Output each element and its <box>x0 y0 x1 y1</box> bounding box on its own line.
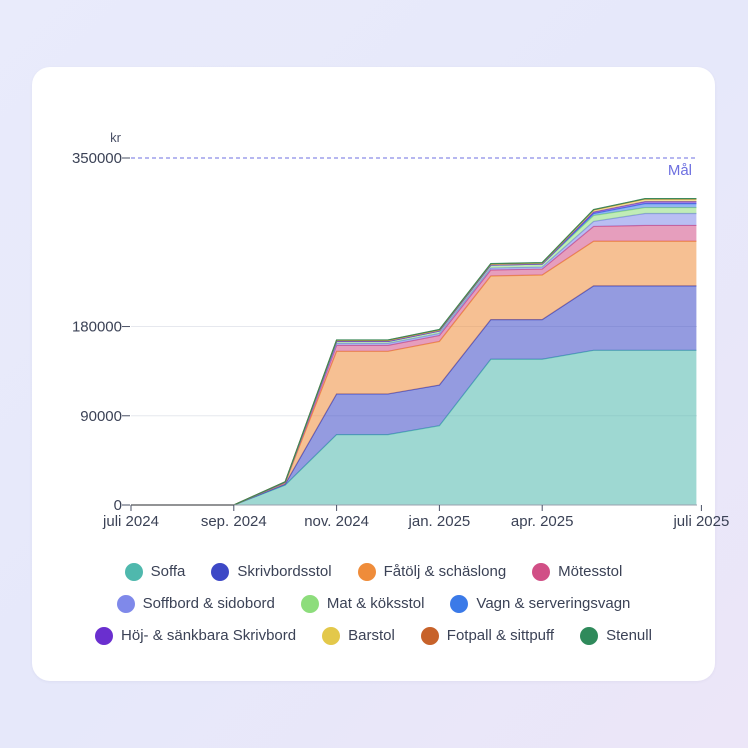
y-tick-label: 90000 <box>80 408 122 425</box>
legend-swatch <box>322 626 341 645</box>
chart-legend: Soffa Skrivbordsstol Fåtölj & schäslong Möt… <box>32 560 715 647</box>
legend-item[interactable]: Höj- & sänkbara Skrivbord <box>95 626 297 645</box>
y-tick-label: 0 <box>114 497 122 514</box>
legend-label: Fotpall & sittpuff <box>446 627 555 644</box>
legend-label: Barstol <box>348 627 395 644</box>
legend-row: Soffbord & sidobord Mat & köksstol Vagn & … <box>116 592 631 615</box>
area-skrivbordsstol[interactable] <box>131 285 697 505</box>
legend-swatch <box>450 594 469 613</box>
legend-item[interactable]: Mat & köksstol <box>300 594 425 613</box>
legend-item[interactable]: Barstol <box>322 626 395 645</box>
legend-item[interactable]: Skrivbordsstol <box>211 562 332 581</box>
legend-label: Vagn & serveringsvagn <box>476 595 631 612</box>
legend-label: Mat & köksstol <box>326 595 425 612</box>
legend-label: Fåtölj & schäslong <box>383 563 507 580</box>
legend-row: Höj- & sänkbara Skrivbord Barstol Fotpall … <box>95 624 652 647</box>
legend-swatch <box>95 626 114 645</box>
legend-swatch <box>532 562 551 581</box>
legend-item[interactable]: Mötesstol <box>532 562 623 581</box>
x-tick-label: juli 2024 <box>102 513 159 530</box>
legend-item[interactable]: Fåtölj & schäslong <box>357 562 507 581</box>
legend-item[interactable]: Soffbord & sidobord <box>116 594 275 613</box>
area-fåtölj-schäslong[interactable] <box>131 241 697 505</box>
legend-swatch <box>300 594 319 613</box>
legend-label: Soffa <box>150 563 186 580</box>
legend-swatch <box>420 626 439 645</box>
legend-swatch <box>211 562 230 581</box>
legend-swatch <box>124 562 143 581</box>
goal-label: Mål <box>668 162 692 179</box>
x-tick-label: juli 2025 <box>672 513 729 530</box>
legend-label: Mötesstol <box>558 563 623 580</box>
legend-swatch <box>357 562 376 581</box>
y-axis-unit: kr <box>110 130 122 145</box>
x-tick-label: jan. 2025 <box>408 513 471 530</box>
legend-item[interactable]: Soffa <box>124 562 186 581</box>
area-soffa[interactable] <box>131 350 697 505</box>
legend-row: Soffa Skrivbordsstol Fåtölj & schäslong Möt… <box>124 560 623 583</box>
legend-label: Höj- & sänkbara Skrivbord <box>121 627 297 644</box>
legend-swatch <box>116 594 135 613</box>
x-tick-label: nov. 2024 <box>304 513 369 530</box>
x-tick-label: apr. 2025 <box>511 513 574 530</box>
legend-item[interactable]: Stenull <box>580 626 652 645</box>
y-tick-label: 350000 <box>72 150 122 167</box>
legend-label: Soffbord & sidobord <box>142 595 275 612</box>
legend-item[interactable]: Fotpall & sittpuff <box>420 626 555 645</box>
y-tick-label: 180000 <box>72 319 122 336</box>
legend-label: Stenull <box>606 627 652 644</box>
x-tick-label: sep. 2024 <box>201 513 267 530</box>
legend-swatch <box>580 626 599 645</box>
legend-item[interactable]: Vagn & serveringsvagn <box>450 594 631 613</box>
legend-label: Skrivbordsstol <box>237 563 332 580</box>
